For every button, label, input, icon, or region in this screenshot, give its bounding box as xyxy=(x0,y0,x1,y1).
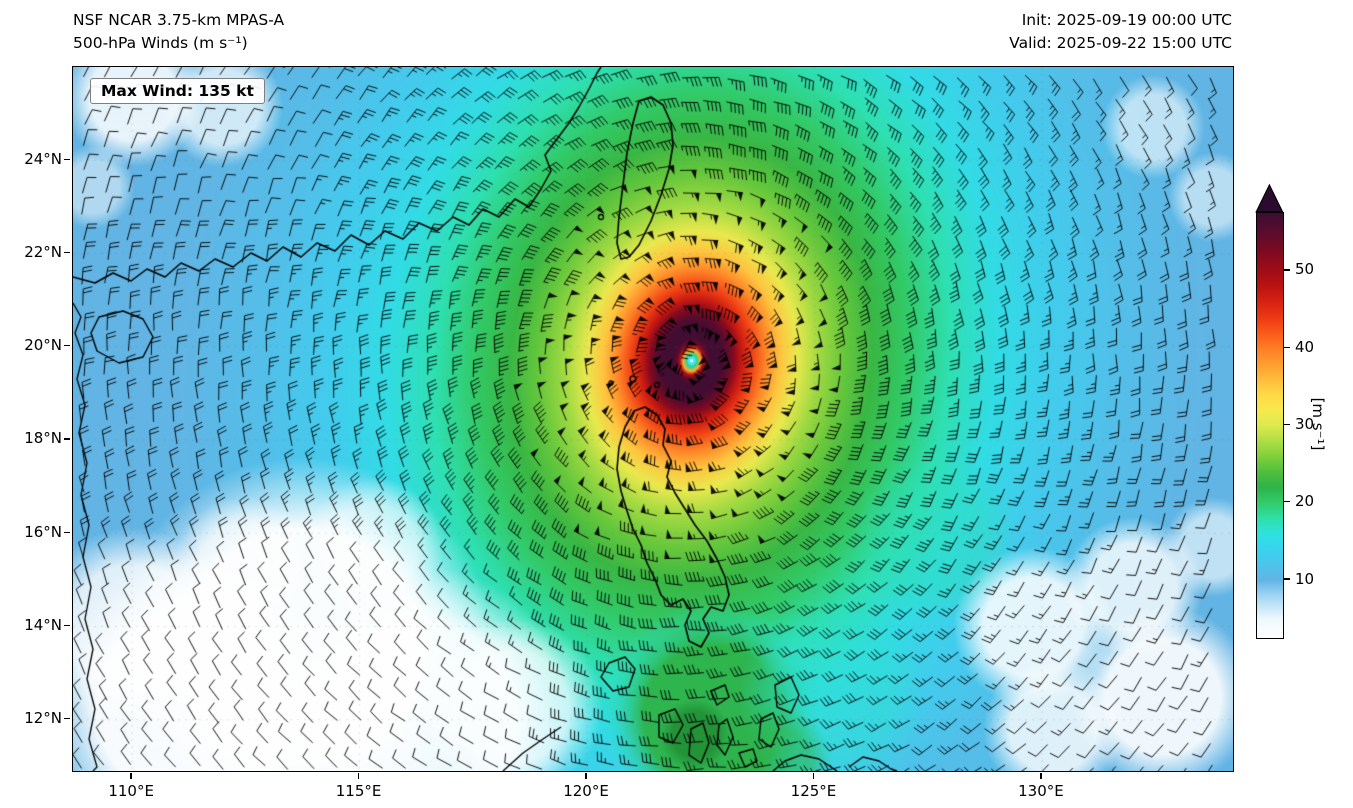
map-plot-area: Max Wind: 135 kt xyxy=(72,66,1234,772)
y-axis-tick-label: 20°N xyxy=(24,336,62,355)
y-axis-tick-label: 18°N xyxy=(24,429,62,448)
y-axis-tick-label: 24°N xyxy=(24,149,62,168)
colorbar-over-arrow xyxy=(1255,183,1284,213)
y-axis-tick-label: 12°N xyxy=(24,709,62,728)
x-axis-tick-mark xyxy=(1040,773,1042,779)
variable-title: 500-hPa Winds (m s⁻¹) xyxy=(73,34,248,52)
colorbar-over-arrow-path xyxy=(1255,183,1284,213)
x-axis-tick-label: 120°E xyxy=(563,782,609,800)
colorbar-tick-mark xyxy=(1284,423,1291,426)
colorbar-tick-mark xyxy=(1284,578,1291,580)
x-axis-tick-label: 110°E xyxy=(108,782,154,800)
model-title: NSF NCAR 3.75-km MPAS-A xyxy=(73,11,285,29)
init-time-label: Init: 2025-09-19 00:00 UTC xyxy=(1021,11,1232,29)
x-axis-tick-mark xyxy=(130,773,132,779)
colorbar-tick-label: 50 xyxy=(1295,260,1315,279)
y-axis-tick-mark xyxy=(64,718,70,720)
y-axis-tick-mark xyxy=(64,345,70,347)
wind-speed-map-canvas xyxy=(73,67,1233,771)
x-axis-tick-label: 115°E xyxy=(335,782,382,800)
y-axis-tick-mark xyxy=(64,438,70,440)
colorbar-tick-label: 40 xyxy=(1295,337,1315,356)
x-axis-tick-mark xyxy=(812,773,815,779)
figure-time-block: Init: 2025-09-19 00:00 UTC Valid: 2025-0… xyxy=(1009,9,1232,55)
y-axis-tick-mark xyxy=(64,531,70,533)
y-axis-tick-mark xyxy=(64,624,70,627)
y-axis-tick-label: 16°N xyxy=(24,522,62,541)
max-wind-badge: Max Wind: 135 kt xyxy=(90,78,265,104)
colorbar-tick-label: 20 xyxy=(1295,492,1315,511)
colorbar-tick-label: 30 xyxy=(1295,415,1315,433)
colorbar-tick-mark xyxy=(1284,501,1291,503)
x-axis-tick-label: 125°E xyxy=(790,782,837,800)
y-axis-tick-mark xyxy=(64,251,70,254)
x-axis-tick-mark xyxy=(585,773,587,779)
figure-title-block: NSF NCAR 3.75-km MPAS-A 500-hPa Winds (m… xyxy=(73,9,284,55)
colorbar-units-label: [m s⁻¹] xyxy=(1309,397,1327,451)
y-axis-tick-label: 14°N xyxy=(24,615,62,634)
colorbar-tick-mark xyxy=(1284,269,1291,271)
colorbar-gradient xyxy=(1256,212,1284,639)
colorbar-tick-label: 10 xyxy=(1295,569,1315,588)
colorbar-tick-mark xyxy=(1284,346,1291,348)
x-axis-tick-label: 130°E xyxy=(1018,782,1064,800)
y-axis-tick-mark xyxy=(64,158,70,160)
y-axis-tick-label: 22°N xyxy=(24,242,62,261)
x-axis-tick-mark xyxy=(357,773,360,779)
valid-time-label: Valid: 2025-09-22 15:00 UTC xyxy=(1009,34,1232,52)
